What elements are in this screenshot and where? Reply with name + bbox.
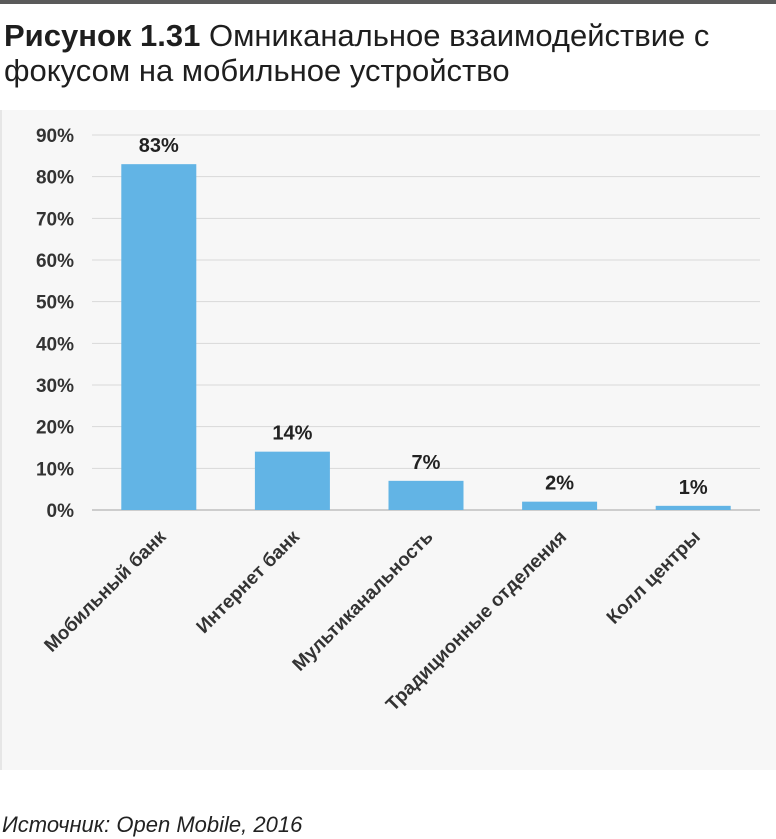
x-tick-label: Мультиканальность [289,527,438,676]
data-label: 2% [545,473,574,495]
y-tick-label: 0% [47,501,75,522]
bar [121,164,197,510]
bar [655,505,731,510]
y-tick-label: 90% [36,126,74,147]
y-tick-label: 60% [36,251,74,272]
figure-title: Рисунок 1.31 Омниканальное взаимодействи… [4,18,774,88]
y-tick-label: 50% [36,293,74,314]
y-tick-label: 80% [36,168,74,189]
x-tick-label: Мобильный банк [41,526,171,656]
x-tick-label: Интернет банк [193,526,305,638]
y-tick-label: 70% [36,209,74,230]
x-tick-label: Колл центры [603,527,705,629]
y-tick-label: 20% [36,418,74,439]
figure-title-text: Омниканальное взаимодействие с фокусом н… [4,18,710,88]
data-label: 83% [139,135,179,157]
top-rule [0,0,776,4]
bar [522,501,598,510]
y-tick-label: 40% [36,334,74,355]
source-note: Источник: Open Mobile, 2016 [2,812,303,837]
y-tick-label: 30% [36,376,74,397]
figure-label: Рисунок 1.31 [4,18,201,53]
data-label: 1% [679,477,708,499]
bar [254,451,330,510]
bar [388,480,464,510]
data-label: 7% [412,452,441,474]
y-tick-label: 10% [36,459,74,480]
data-label: 14% [272,423,312,445]
